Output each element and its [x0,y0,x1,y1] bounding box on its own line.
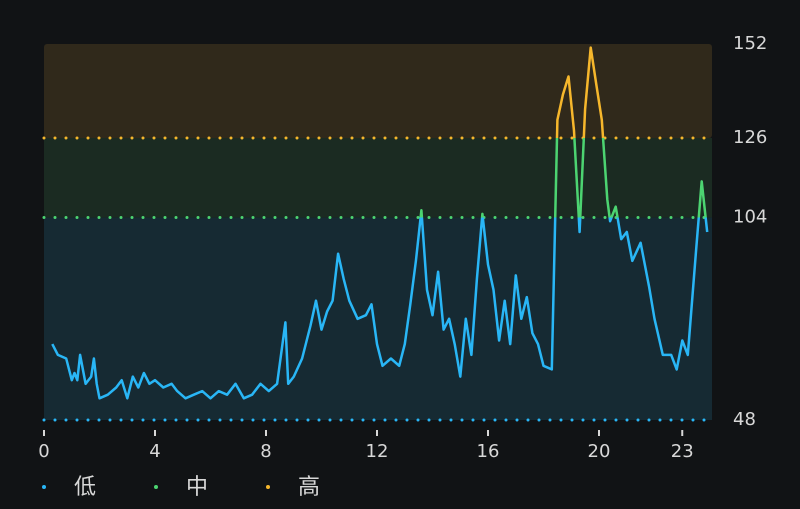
y-tick-label: 104 [733,207,767,228]
x-tick-label: 16 [477,441,500,462]
zone-band [44,217,712,420]
y-tick-label: 152 [733,33,767,54]
legend-label: 中 [186,475,208,500]
legend-label: 高 [298,475,320,500]
x-tick-label: 12 [366,441,389,462]
x-tick-label: 4 [149,441,160,462]
y-tick-label: 48 [733,409,756,430]
x-tick-label: 23 [671,441,694,462]
legend-dot [154,485,158,489]
heart-rate-line [51,46,709,400]
x-tick-label: 0 [38,441,49,462]
legend-dot [42,485,46,489]
zone-band [44,44,712,138]
x-tick-label: 8 [260,441,271,462]
legend-dot [266,485,270,489]
y-tick-label: 126 [733,127,767,148]
legend-label: 低 [74,475,96,500]
zone-band [44,138,712,218]
x-tick-label: 20 [588,441,611,462]
